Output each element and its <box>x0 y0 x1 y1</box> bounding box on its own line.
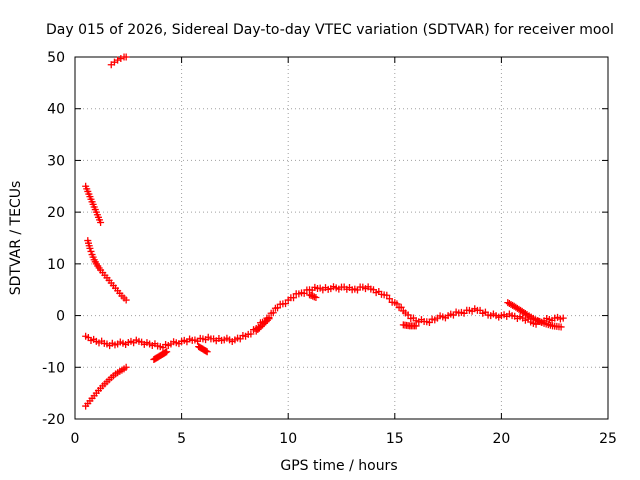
data-point <box>122 53 130 61</box>
y-tick-label: 50 <box>47 50 65 66</box>
series-arc-top <box>107 53 130 69</box>
series-arc-ascending-lower <box>82 363 130 410</box>
data-point <box>86 244 94 252</box>
y-tick-label: -10 <box>42 360 65 376</box>
y-tick-label: 30 <box>47 153 65 169</box>
series-arc-descending-middle <box>84 237 130 304</box>
y-axis-tick-labels: -20 -10 0 10 20 30 40 50 <box>42 50 65 428</box>
data-point <box>122 363 130 371</box>
y-tick-label: -20 <box>42 412 65 428</box>
data-point <box>385 295 393 303</box>
data-point <box>521 310 529 318</box>
x-tick-label: 0 <box>71 431 80 447</box>
series-arc-descending-upper <box>82 182 105 226</box>
data-point <box>282 300 290 308</box>
x-tick-label: 10 <box>279 431 297 447</box>
chart-title: Day 015 of 2026, Sidereal Day-to-day VTE… <box>46 22 614 38</box>
data-point <box>274 304 282 312</box>
series-extra-segments <box>150 291 565 364</box>
y-tick-label: 0 <box>56 309 65 325</box>
y-tick-label: 40 <box>47 102 65 118</box>
data-points <box>82 53 567 410</box>
data-point <box>117 55 125 63</box>
data-point <box>383 291 391 299</box>
data-point <box>404 311 412 319</box>
data-point <box>122 296 130 304</box>
data-point <box>263 316 271 324</box>
data-point <box>247 330 255 338</box>
data-point <box>290 294 298 302</box>
y-tick-label: 20 <box>47 205 65 221</box>
y-axis-label: SDTVAR / TECUs <box>8 181 24 296</box>
data-point <box>257 322 265 330</box>
x-axis-label: GPS time / hours <box>280 458 397 474</box>
x-tick-label: 5 <box>177 431 186 447</box>
grid-lines <box>75 57 608 419</box>
x-axis-tick-labels: 0 5 10 15 20 25 <box>71 431 617 447</box>
x-tick-label: 20 <box>492 431 510 447</box>
x-tick-label: 15 <box>386 431 404 447</box>
data-point <box>97 218 105 226</box>
data-point <box>255 324 263 332</box>
x-tick-label: 25 <box>599 431 617 447</box>
series-main-trace <box>82 283 567 352</box>
data-point <box>412 322 420 330</box>
data-point <box>265 315 273 323</box>
data-point <box>114 56 122 64</box>
data-point <box>559 314 567 322</box>
data-point <box>87 247 95 255</box>
axis-ticks <box>74 56 609 420</box>
data-point <box>259 321 267 329</box>
data-point <box>393 300 401 308</box>
data-point <box>260 319 268 327</box>
data-point <box>254 326 262 334</box>
data-point <box>262 318 270 326</box>
data-point <box>397 303 405 311</box>
data-point <box>163 348 171 356</box>
y-tick-label: 10 <box>47 257 65 273</box>
data-point <box>203 348 211 356</box>
plot-frame <box>74 56 609 420</box>
data-point <box>312 293 320 301</box>
data-point <box>557 323 565 331</box>
data-point <box>269 309 277 317</box>
data-point <box>252 327 260 335</box>
